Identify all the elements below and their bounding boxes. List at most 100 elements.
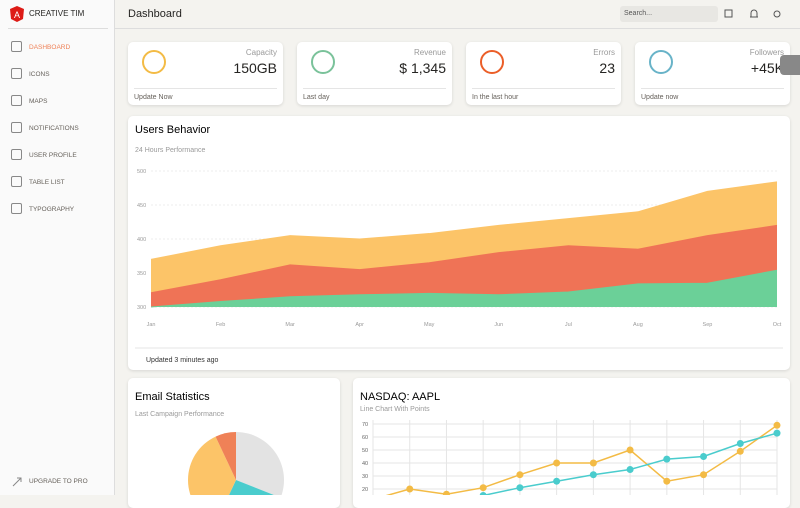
- y-tick-label: 30: [362, 474, 368, 480]
- x-tick-label: Sep: [703, 322, 713, 328]
- point: [773, 429, 781, 437]
- page-title: Dashboard: [128, 8, 182, 20]
- stat-card: Errors 23 In the last hour: [466, 42, 621, 105]
- logo: A: [10, 6, 24, 22]
- y-tick-label: 400: [137, 237, 146, 243]
- nav-item[interactable]: NOTIFICATIONS: [29, 125, 79, 132]
- point: [626, 466, 634, 473]
- brand[interactable]: CREATIVE TIM: [29, 9, 85, 18]
- nav-item[interactable]: TYPOGRAPHY: [29, 206, 75, 213]
- stat-icon: [480, 50, 504, 74]
- x-tick-label: Feb: [216, 322, 225, 328]
- y-tick-label: 450: [137, 203, 146, 209]
- search-placeholder: Search...: [624, 10, 653, 17]
- area-line: [150, 181, 778, 260]
- x-tick-label: Jul: [565, 322, 572, 328]
- stat-value: 23: [599, 60, 615, 76]
- chart-title: NASDAQ: AAPL: [360, 391, 440, 403]
- nav-item[interactable]: USER PROFILE: [29, 152, 77, 159]
- y-tick-label: 350: [137, 271, 146, 277]
- x-tick-label: Aug: [633, 322, 643, 328]
- nav-item[interactable]: ICONS: [29, 71, 50, 78]
- stat-label: Revenue: [413, 48, 446, 57]
- x-tick-label: Apr: [355, 322, 364, 328]
- point: [553, 459, 561, 467]
- point: [589, 471, 597, 479]
- pie-slice: [215, 432, 236, 480]
- x-tick-label: May: [424, 322, 435, 328]
- nav-icon: [11, 68, 22, 79]
- svg-text:A: A: [14, 10, 20, 20]
- y-tick-label: 60: [362, 435, 368, 441]
- stat-label: Errors: [593, 48, 615, 57]
- nav-icon: [11, 203, 22, 214]
- chart-title: Users Behavior: [135, 124, 211, 136]
- pie-slice: [188, 436, 236, 495]
- nav-icon: [11, 149, 22, 160]
- upgrade-link[interactable]: UPGRADE TO PRO: [29, 478, 88, 485]
- point: [626, 446, 634, 454]
- area-fill: [151, 270, 777, 307]
- search-box[interactable]: Search...: [620, 6, 718, 22]
- stat-value: +45K: [750, 60, 784, 76]
- nav-icon: [11, 41, 22, 52]
- divider: [8, 28, 108, 29]
- y-tick-label: 70: [362, 422, 368, 428]
- point: [516, 484, 524, 492]
- line: [385, 424, 778, 495]
- point: [442, 490, 450, 495]
- charts: Users Behavior 24 Hours Performance Upda…: [135, 124, 783, 495]
- stat-icon: [142, 50, 166, 74]
- stat-value: 150GB: [233, 60, 277, 76]
- point: [736, 440, 744, 447]
- point: [736, 447, 744, 455]
- toolbar-icons[interactable]: [722, 8, 784, 20]
- nav-item[interactable]: TABLE LIST: [29, 179, 65, 186]
- chart-subtitle: Last Campaign Performance: [135, 411, 224, 418]
- x-tick-label: Jan: [147, 322, 156, 328]
- point: [479, 492, 487, 495]
- chart-footer: Updated 3 minutes ago: [146, 357, 218, 364]
- y-tick-label: 300: [137, 305, 146, 311]
- nav-icon: [11, 122, 22, 133]
- rocket-icon: [12, 477, 22, 487]
- y-tick-label: 50: [362, 448, 368, 454]
- stat-value: $ 1,345: [399, 60, 446, 76]
- y-tick-label: 40: [362, 461, 368, 467]
- point: [479, 484, 487, 492]
- point: [516, 471, 524, 479]
- stat-icon: [649, 50, 673, 74]
- sidebar: A CREATIVE TIM DASHBOARD ICONS MAPS NOTIFIC…: [0, 0, 115, 495]
- chart-title: Email Statistics: [135, 391, 210, 403]
- x-tick-label: Oct: [773, 322, 782, 328]
- stat-label: Followers: [749, 48, 784, 57]
- stat-label: Capacity: [245, 48, 277, 57]
- point: [663, 477, 671, 485]
- y-tick-label: 20: [362, 487, 368, 493]
- stat-card: Followers +45K Update now: [635, 42, 790, 105]
- x-tick-label: Jun: [494, 322, 503, 328]
- stat-footer: Last day: [303, 88, 446, 101]
- nav-item[interactable]: MAPS: [29, 98, 48, 105]
- point: [663, 455, 671, 463]
- stat-footer: Update now: [641, 88, 784, 101]
- stat-icon: [311, 50, 335, 74]
- settings-toggle[interactable]: [780, 55, 800, 75]
- pie-slice: [236, 432, 284, 495]
- nav-item[interactable]: DASHBOARD: [29, 44, 71, 51]
- pie-slice: [228, 480, 274, 495]
- line: [481, 432, 778, 495]
- nasdaq-card: [353, 378, 790, 508]
- chart-subtitle: Line Chart With Points: [360, 406, 430, 413]
- point: [553, 477, 561, 485]
- area-line: [150, 269, 778, 308]
- area-line: [150, 224, 778, 294]
- point: [406, 485, 414, 493]
- stat-card: Capacity 150GB Update Now: [128, 42, 283, 105]
- point: [700, 453, 708, 460]
- nav-icon: [11, 95, 22, 106]
- y-tick-label: 500: [137, 169, 146, 175]
- chart-subtitle: 24 Hours Performance: [135, 147, 206, 154]
- point: [773, 421, 781, 429]
